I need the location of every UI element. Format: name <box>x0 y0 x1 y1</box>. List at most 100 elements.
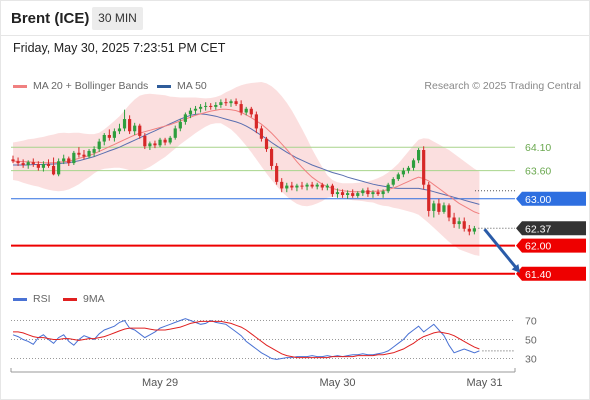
level-tag-63.00 <box>516 191 586 206</box>
candle-body <box>447 205 451 218</box>
candle-body <box>396 174 400 180</box>
candle-body <box>467 228 471 232</box>
candle-body <box>143 135 147 147</box>
candle-body <box>122 119 127 129</box>
candle-body <box>381 191 385 195</box>
candle-body <box>36 164 40 168</box>
candle-body <box>386 184 390 192</box>
candle-body <box>472 228 476 232</box>
timeframe-button[interactable]: 30 MIN <box>92 7 143 30</box>
candle-body <box>285 185 289 189</box>
candle-body <box>315 184 319 187</box>
candle-body <box>300 185 304 187</box>
candle-body <box>183 114 187 122</box>
legend-ma50-label: MA 50 <box>177 80 207 92</box>
candle-body <box>112 131 116 138</box>
candle-body <box>72 152 76 164</box>
candle-body <box>62 158 66 162</box>
candle-body <box>153 143 157 146</box>
candle-body <box>239 104 243 113</box>
candle-body <box>97 141 101 150</box>
candle-body <box>77 152 81 155</box>
candle-body <box>82 154 86 157</box>
candle-body <box>437 203 441 212</box>
instrument-title: Brent (ICE) <box>11 10 90 27</box>
x-tick-label: May 31 <box>466 377 502 389</box>
candle-body <box>310 184 314 187</box>
candle-body <box>138 125 142 136</box>
candle-body <box>21 163 25 165</box>
level-label-63.60: 63.60 <box>525 166 551 178</box>
rsi-ma-swatch <box>63 297 77 301</box>
candle-body <box>57 161 61 175</box>
candle-body <box>11 159 15 162</box>
legend-rsi-ma-label: 9MA <box>83 293 105 305</box>
candle-body <box>249 108 253 115</box>
candle-body <box>209 105 213 107</box>
level-label-63.00: 63.00 <box>525 194 551 206</box>
x-tick-label: May 29 <box>142 377 178 389</box>
level-label-62.00: 62.00 <box>525 241 551 253</box>
candle-body <box>198 106 203 109</box>
ma50-line <box>13 113 480 205</box>
ma50-swatch <box>157 84 171 88</box>
legend-ma20: MA 20 + Bollinger Bands <box>13 80 148 92</box>
candle-body <box>204 105 208 107</box>
x-tick-label: May 30 <box>319 377 355 389</box>
candle-body <box>31 162 35 165</box>
candle-body <box>320 184 324 188</box>
candle-body <box>264 138 269 150</box>
candle-body <box>361 190 365 194</box>
level-tag-62.37 <box>516 221 586 236</box>
candle-body <box>244 108 248 113</box>
candle-body <box>219 102 223 105</box>
candle-body <box>51 165 56 175</box>
rsi-tick-70: 70 <box>525 316 537 328</box>
level-label-64.10: 64.10 <box>525 142 551 154</box>
candle-body <box>427 184 431 211</box>
candle-body <box>234 101 238 105</box>
candle-body <box>376 192 380 195</box>
candle-body <box>462 221 466 229</box>
candle-body <box>117 128 122 132</box>
ma20-swatch <box>13 84 27 88</box>
candle-body <box>133 125 137 132</box>
forecast-arrow-head <box>511 263 520 273</box>
candle-body <box>67 158 71 164</box>
candle-body <box>107 135 111 138</box>
candle-body <box>229 101 233 104</box>
candle-body <box>92 149 96 153</box>
rsi-swatch <box>13 297 27 301</box>
candle-body <box>269 149 274 166</box>
rsi-ma-line <box>13 320 480 359</box>
candle-body <box>280 181 284 189</box>
candle-body <box>254 114 258 129</box>
level-tag-62.00 <box>516 238 586 253</box>
candle-body <box>432 203 436 211</box>
candle-body <box>275 165 279 182</box>
candle-body <box>366 190 370 195</box>
candle-body <box>457 221 461 225</box>
candle-body <box>41 164 46 168</box>
legend-rsi: RSI <box>13 293 51 305</box>
candle-body <box>305 184 309 187</box>
candle-body <box>168 137 172 143</box>
candle-body <box>295 185 299 188</box>
candle-body <box>148 143 152 147</box>
legend-rsi-ma: 9MA <box>63 293 105 305</box>
candle-body <box>351 193 355 196</box>
candle-body <box>87 150 91 157</box>
candle-body <box>340 192 345 195</box>
level-label-62.37: 62.37 <box>525 223 551 235</box>
candle-body <box>417 150 421 161</box>
candle-body <box>356 193 360 196</box>
level-tag-61.40 <box>516 266 586 281</box>
legend-rsi-label: RSI <box>33 293 51 305</box>
candle-body <box>335 192 340 195</box>
candle-body <box>452 217 456 225</box>
timestamp: Friday, May 30, 2025 7:23:51 PM CET <box>13 41 226 55</box>
level-label-61.40: 61.40 <box>525 269 551 281</box>
candle-body <box>26 162 30 165</box>
candle-body <box>46 164 51 166</box>
